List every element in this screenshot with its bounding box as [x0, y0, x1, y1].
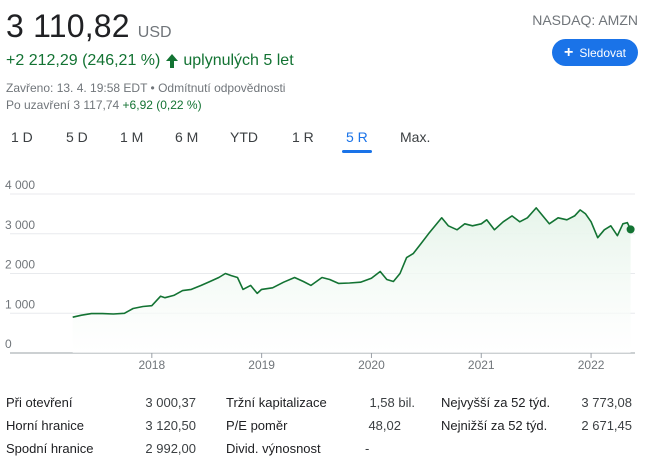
tab-ytd[interactable]: YTD — [230, 129, 258, 145]
price-change: +2 212,29 (246,21 %) uplynulých 5 let — [6, 52, 294, 70]
change-period: uplynulých 5 let — [183, 52, 294, 69]
stat-low-value: 2 992,00 — [145, 441, 196, 456]
stat-div-yield-label: Divid. výnosnost — [226, 441, 321, 456]
last-price-marker — [626, 225, 635, 234]
x-tick-label: 2018 — [138, 358, 165, 372]
stat-pe-value: 48,02 — [368, 418, 401, 433]
stat-52w-low-value: 2 671,45 — [581, 418, 632, 433]
y-tick-label: 0 — [5, 337, 12, 351]
plus-icon: + — [563, 43, 574, 61]
price-row: 3 110,82 USD — [6, 8, 172, 45]
x-tick-label: 2022 — [578, 358, 605, 372]
stat-open-value: 3 000,37 — [145, 395, 196, 410]
tab-5d[interactable]: 5 D — [66, 129, 88, 145]
stat-high-label: Horní hranice — [6, 418, 85, 433]
tab-1r[interactable]: 1 R — [292, 129, 314, 145]
stat-market-cap-label: Tržní kapitalizace — [226, 395, 327, 410]
after-hours-price: Po uzavření 3 117,74 — [6, 98, 120, 112]
stat-high-value: 3 120,50 — [145, 418, 196, 433]
stat-52w-low-label: Nejnižší za 52 týd. — [441, 418, 548, 433]
tab-1m[interactable]: 1 M — [120, 129, 144, 145]
stat-pe-label: P/E poměr — [226, 418, 288, 433]
tab-1d[interactable]: 1 D — [11, 129, 33, 145]
chart-axis-labels: 4 000 3 000 2 000 1 000 0 2018 2019 2020 2021 202… — [5, 178, 605, 372]
follow-button-label: Sledovat — [579, 45, 627, 60]
after-hours-change: +6,92 (0,22 %) — [122, 98, 202, 112]
change-value: +2 212,29 (246,21 %) — [6, 52, 161, 69]
time-range-tabs: 1 D 5 D 1 M 6 M YTD 1 R 5 R Max. — [0, 126, 650, 154]
y-tick-label: 4 000 — [5, 178, 35, 192]
ticker-symbol: NASDAQ: AMZN — [532, 12, 638, 28]
current-price: 3 110,82 — [6, 8, 130, 44]
tab-max[interactable]: Max. — [400, 129, 431, 145]
x-tick-label: 2020 — [358, 358, 385, 372]
price-line — [72, 207, 632, 318]
follow-button[interactable]: + Sledovat — [552, 39, 638, 66]
stat-div-yield-value: - — [365, 441, 370, 456]
price-area-fill — [72, 207, 631, 353]
y-tick-label: 1 000 — [5, 297, 35, 311]
stat-low-label: Spodní hranice — [6, 441, 94, 456]
chart-area-layer — [72, 207, 635, 353]
y-tick-label: 2 000 — [5, 258, 35, 272]
stat-open-label: Při otevření — [6, 395, 73, 410]
after-hours-info: Po uzavření 3 117,74 +6,92 (0,22 %) — [6, 98, 202, 112]
y-tick-label: 3 000 — [5, 218, 35, 232]
tab-6m[interactable]: 6 M — [175, 129, 199, 145]
x-tick-label: 2019 — [248, 358, 275, 372]
currency-label: USD — [137, 24, 172, 41]
x-tick-label: 2021 — [468, 358, 495, 372]
closed-info[interactable]: Zavřeno: 13. 4. 19:58 EDT • Odmítnutí od… — [6, 81, 286, 95]
price-chart[interactable]: 4 000 3 000 2 000 1 000 0 2018 2019 2020 2021 202… — [0, 170, 650, 375]
tab-5r[interactable]: 5 R — [342, 126, 372, 154]
stat-market-cap-value: 1,58 bil. — [369, 395, 415, 410]
stat-52w-high-value: 3 773,08 — [581, 395, 632, 410]
arrow-up-icon — [166, 54, 179, 68]
stat-52w-high-label: Nejvyšší za 52 týd. — [441, 395, 551, 410]
